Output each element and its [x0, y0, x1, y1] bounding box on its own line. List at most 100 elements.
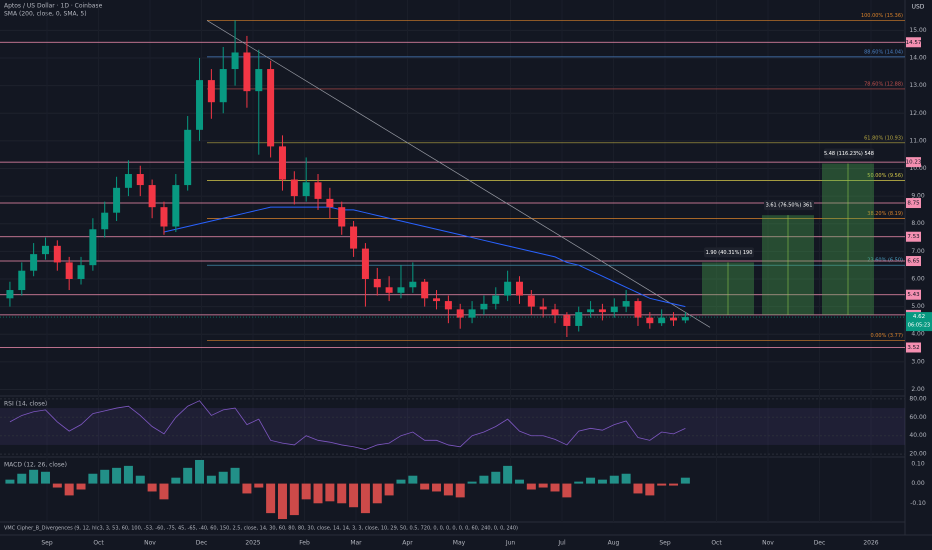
macd-bar [266, 483, 276, 514]
y-tick-label: 3.00 [911, 358, 925, 365]
fib-label: 61.80% (10.93) [864, 135, 903, 141]
x-tick-label: Jun [505, 540, 516, 547]
y-tick-label: 2.00 [911, 386, 925, 393]
macd-bar [562, 483, 572, 498]
currency[interactable]: USD [912, 4, 925, 11]
candle-body [231, 52, 239, 70]
macd-bar [183, 467, 193, 484]
candle-body [89, 229, 97, 266]
fib-label: 100.00% (15.36) [861, 13, 903, 19]
macd-bar [491, 471, 501, 484]
macd-bar [254, 483, 264, 488]
candle-body [634, 301, 642, 318]
macd-bar [5, 479, 15, 484]
x-tick-label: Oct [93, 540, 104, 547]
macd-bar [112, 467, 122, 484]
candle-body [148, 185, 156, 208]
target-label-bg [824, 148, 874, 159]
sma-line [163, 206, 686, 308]
macd-bar [135, 475, 145, 484]
y-tick-label: 15.00 [909, 27, 926, 34]
candle-body [65, 262, 73, 279]
macd-bar [680, 477, 690, 484]
level-label: 10.23 [906, 160, 922, 166]
macd-bar [586, 477, 596, 484]
candle-body [468, 309, 476, 318]
y-tick-label: 12.00 [909, 110, 926, 117]
candle-body [373, 278, 381, 288]
y-tick-label: 5.00 [911, 303, 925, 310]
rsi-line [9, 400, 686, 450]
macd-bar [455, 483, 465, 498]
chart-title: Aptos / US Dollar · 1D · Coinbase [4, 3, 103, 10]
candle-body [598, 309, 606, 313]
y-tick-label: 0.10 [911, 460, 925, 467]
macd-bar [503, 465, 513, 484]
candle-body [610, 306, 618, 313]
candle-body [124, 174, 132, 188]
level-tag [906, 342, 921, 353]
level-label: 6.65 [907, 259, 920, 265]
candle-body [622, 301, 630, 307]
macd-bar [100, 469, 110, 484]
candle-body [551, 309, 559, 315]
macd-bar [29, 469, 39, 484]
candle-body [658, 317, 666, 324]
fib-label: 50.00% (9.56) [867, 173, 903, 179]
macd-bar [301, 483, 311, 500]
level-tag [906, 157, 921, 168]
candle-body [77, 265, 85, 279]
x-tick-label: Jul [557, 540, 566, 547]
y-tick-label: 20.00 [909, 451, 926, 458]
candle-body [433, 298, 441, 302]
candle-body [385, 287, 393, 293]
macd-bar [17, 473, 27, 484]
macd-bar [360, 483, 370, 514]
candle-body [53, 245, 61, 263]
macd-bar [88, 473, 98, 484]
macd-bar [633, 483, 643, 494]
macd-bar [621, 473, 631, 484]
countdown: 06:05:23 [908, 323, 930, 329]
candle-body [243, 52, 251, 92]
y-tick-label: 60.00 [909, 414, 926, 421]
macd-bar [123, 465, 133, 484]
candle-body [409, 281, 417, 288]
macd-bar [479, 475, 489, 484]
candle-body [681, 317, 689, 321]
candle-body [539, 306, 547, 310]
macd-bar [550, 483, 560, 492]
x-tick-label: 2025 [245, 540, 260, 547]
y-tick-label: 8.00 [911, 220, 925, 227]
candle-body [670, 317, 678, 321]
y-tick-label: 0.00 [911, 480, 925, 487]
macd-bar [349, 483, 359, 508]
macd-bar [514, 479, 524, 484]
candle-body [196, 80, 204, 130]
trendline [206, 20, 711, 328]
macd-bar [52, 483, 62, 488]
macd-bar [313, 483, 323, 504]
candle-body [575, 312, 583, 326]
y-tick-label: 9.00 [911, 193, 925, 200]
macd-bar [218, 471, 228, 484]
macd-bar [657, 483, 667, 486]
candle-body [172, 185, 180, 227]
target-label-bg [764, 200, 814, 211]
macd-bar [420, 483, 430, 490]
macd-bar [64, 483, 74, 496]
level-tag [906, 289, 921, 300]
macd-bar [408, 475, 418, 484]
candle-body [255, 69, 263, 92]
x-tick-label: Nov [762, 540, 774, 547]
candle-body [480, 303, 488, 310]
candle-body [527, 295, 535, 307]
macd-bar [159, 483, 169, 500]
level-tag [906, 37, 921, 48]
rsi-title: RSI (14, close) [4, 401, 47, 408]
candle-body [302, 182, 310, 197]
level-label: 3.52 [907, 345, 919, 351]
level-tag [906, 198, 921, 209]
y-tick-label: 14.00 [909, 55, 926, 62]
